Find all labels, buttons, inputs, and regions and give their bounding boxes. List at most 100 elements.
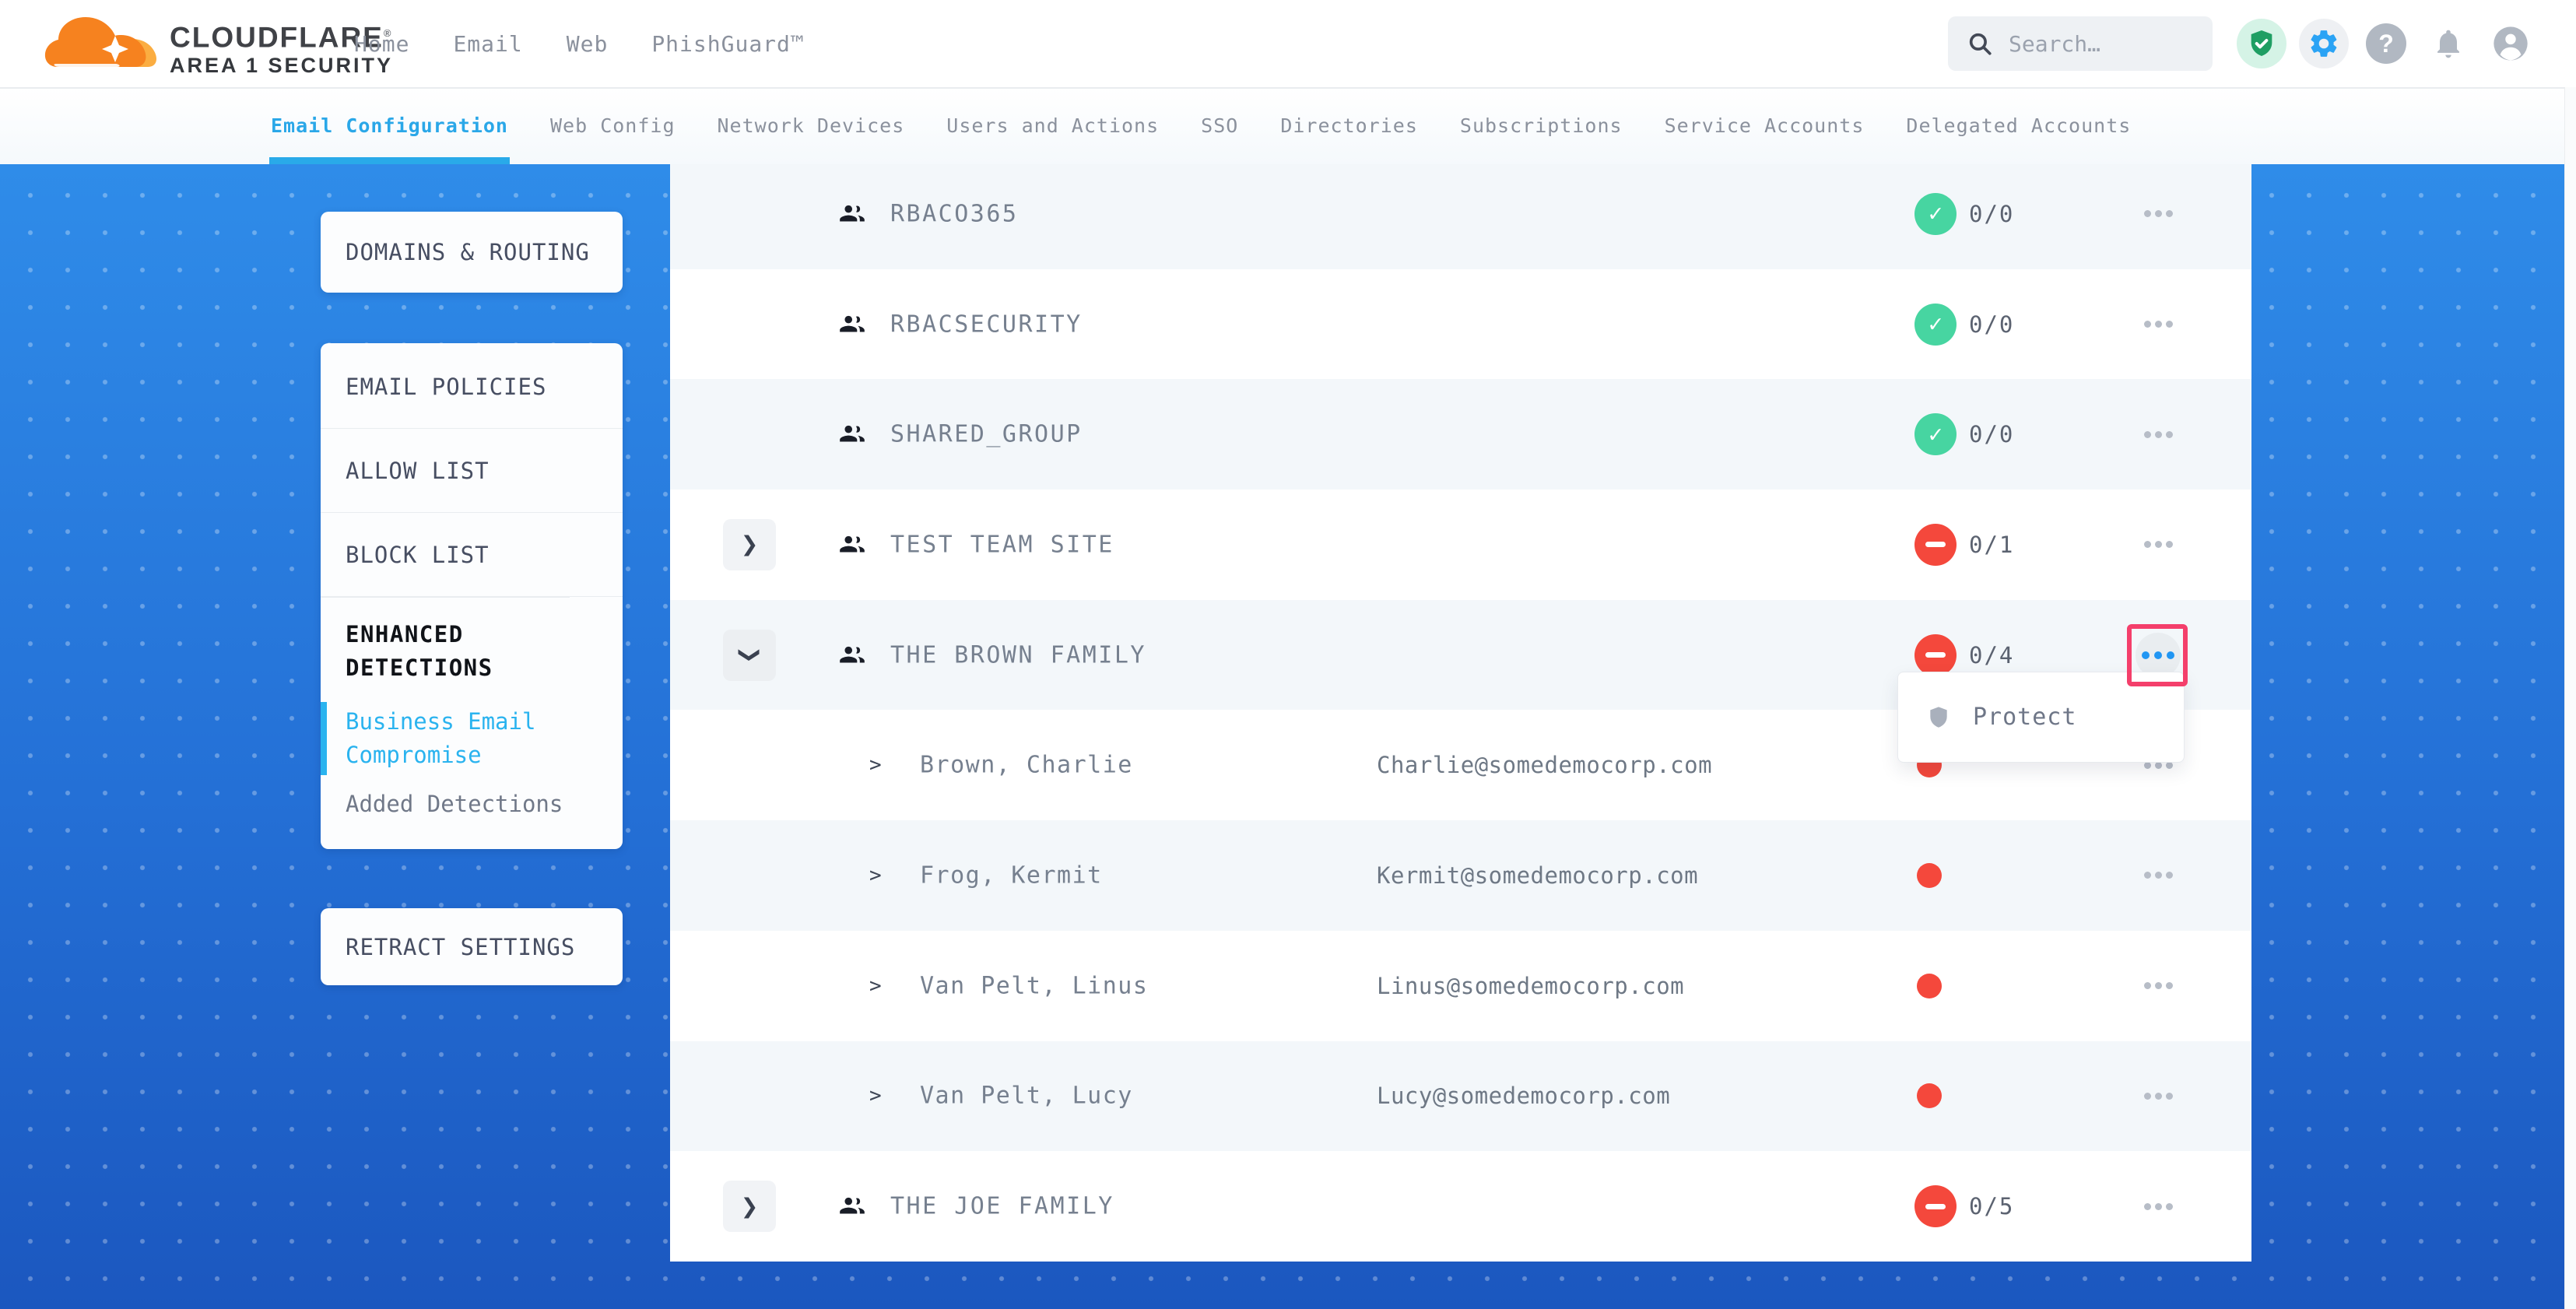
minus-icon [1925,542,1946,548]
row-menu-button[interactable] [2133,856,2183,895]
status-alert-dot [1917,1083,1942,1109]
context-menu-item-protect[interactable]: Protect [1973,704,2077,731]
user-chevron-icon: > [869,1084,882,1108]
cloudflare-logo[interactable]: CLOUDFLARE® AREA 1 SECURITY [40,5,393,79]
user-email: Charlie@somedemocorp.com [1377,752,1713,779]
active-item-indicator [321,702,327,775]
check-icon: ✓ [1928,420,1943,448]
user-chevron-icon: > [869,863,882,887]
row-menu-button[interactable] [2133,195,2183,233]
sidebar-subitem-label: Added Detections [346,791,563,817]
chevron-right-icon: ❯ [740,1194,759,1218]
group-icon [837,1191,867,1221]
shield-check-icon[interactable] [2237,19,2286,68]
member-count: 0/0 [1969,311,2015,338]
sidebar-item-label: EMAIL POLICIES [346,373,547,400]
status-alert-badge [1914,633,1957,676]
notifications-bell-icon[interactable] [2423,19,2473,68]
row-menu-button[interactable] [2133,525,2183,564]
row-menu-button[interactable] [2133,967,2183,1005]
logo-product-text: AREA 1 SECURITY [170,54,394,78]
minus-icon [1925,652,1946,658]
cloudflare-cloud-icon [44,17,156,67]
sidebar-item-email-policies[interactable]: EMAIL POLICIES [321,345,623,429]
logo-brand-text: CLOUDFLARE® [170,21,393,54]
search-input[interactable] [2007,30,2197,58]
user-chevron-icon: > [869,753,882,777]
table-row-rbaco365: RBACO365 ✓ 0/0 [670,159,2251,269]
sidebar-subitem-business-email-compromise[interactable]: Business Email Compromise [321,697,601,780]
top-nav-link-phishguard[interactable]: PhishGuard™ [651,30,805,57]
sidebar-item-domains-routing[interactable]: DOMAINS & ROUTING [346,239,590,265]
tab-directories[interactable]: Directories [1280,114,1418,137]
top-nav-link-email[interactable]: Email [453,30,523,57]
group-name: SHARED_GROUP [890,420,1083,448]
tab-network-devices[interactable]: Network Devices [717,114,905,137]
status-alert-dot [1917,973,1942,998]
group-icon [837,640,867,670]
user-name: Brown, Charlie [920,751,1133,779]
tab-delegated-accounts[interactable]: Delegated Accounts [1906,114,2132,137]
shield-icon [1930,706,1947,728]
status-ok-badge: ✓ [1914,413,1957,456]
tab-service-accounts[interactable]: Service Accounts [1664,114,1865,137]
status-alert-dot [1917,862,1942,888]
registered-mark: ® [383,27,393,39]
user-name: Van Pelt, Linus [920,972,1149,1000]
sidebar-item-label: ALLOW LIST [346,457,490,484]
status-ok-badge: ✓ [1914,303,1957,346]
tab-subscriptions[interactable]: Subscriptions [1459,114,1623,137]
top-nav-link-home[interactable]: Home [354,30,410,57]
user-chevron-icon: > [869,974,882,998]
expand-toggle-button[interactable]: ❯ [723,518,776,570]
secondary-nav: Email Configuration Web Config Network Dev… [0,87,2576,164]
context-menu: Protect [1897,672,2185,763]
tab-web-config[interactable]: Web Config [549,114,676,137]
groups-table: RBACO365 ✓ 0/0 RBACSECURITY ✓ 0/0 SHARED_GROUP… [670,159,2251,1262]
group-name: TEST TEAM SITE [890,531,1114,559]
row-menu-button[interactable] [2133,1076,2183,1115]
user-name: Frog, Kermit [920,862,1103,890]
account-icon[interactable] [2486,19,2536,68]
sidebar-subitem-added-detections[interactable]: Added Detections [321,780,601,829]
status-alert-badge [1914,523,1957,566]
top-nav-link-web[interactable]: Web [566,30,609,57]
user-email: Lucy@somedemocorp.com [1377,1083,1671,1110]
check-icon: ✓ [1928,311,1943,339]
member-count: 0/1 [1969,531,2015,558]
sidebar-section-header: ENHANCED DETECTIONS [321,597,570,697]
tab-email-configuration[interactable]: Email Configuration [269,87,510,164]
row-menu-button[interactable] [2136,632,2181,678]
user-name: Van Pelt, Lucy [920,1082,1133,1110]
table-row-the-joe-family: ❯ THE JOE FAMILY 0/5 [670,1151,2251,1262]
check-icon: ✓ [1928,200,1943,228]
sidebar-item-retract-settings[interactable]: RETRACT SETTINGS [346,933,576,960]
table-row-shared-group: SHARED_GROUP ✓ 0/0 [670,379,2251,490]
table-row-frog-kermit: > Frog, Kermit Kermit@somedemocorp.com [670,820,2251,931]
row-menu-button[interactable] [2133,415,2183,454]
top-nav: Home Email Web PhishGuard™ [354,0,805,87]
row-menu-button[interactable] [2133,1187,2183,1226]
expand-toggle-button[interactable]: ❯ [723,629,776,681]
settings-gear-icon[interactable] [2299,19,2349,68]
row-menu-button[interactable] [2133,305,2183,344]
table-row-van-pelt-linus: > Van Pelt, Linus Linus@somedemocorp.com [670,931,2251,1041]
row-menu-button[interactable] [2133,746,2183,784]
sidebar-item-label: BLOCK LIST [346,541,490,568]
tab-users-and-actions[interactable]: Users and Actions [946,114,1160,137]
tab-sso[interactable]: SSO [1201,114,1239,137]
sidebar-card: RETRACT SETTINGS [321,908,623,985]
search-icon [1969,33,1992,55]
expand-toggle-button[interactable]: ❯ [723,1181,776,1233]
sidebar-item-block-list[interactable]: BLOCK LIST [321,513,623,597]
chevron-down-icon: ❯ [738,646,762,664]
search-box[interactable] [1948,16,2213,71]
status-alert-badge [1914,1185,1957,1228]
sidebar-card: DOMAINS & ROUTING [321,212,623,293]
member-count: 0/0 [1969,421,2015,448]
group-name: RBACSECURITY [890,311,1083,339]
sidebar-item-allow-list[interactable]: ALLOW LIST [321,429,623,513]
member-count: 0/5 [1969,1193,2015,1220]
scrollbar-track[interactable] [2564,87,2576,1309]
help-icon[interactable]: ? [2361,19,2411,68]
